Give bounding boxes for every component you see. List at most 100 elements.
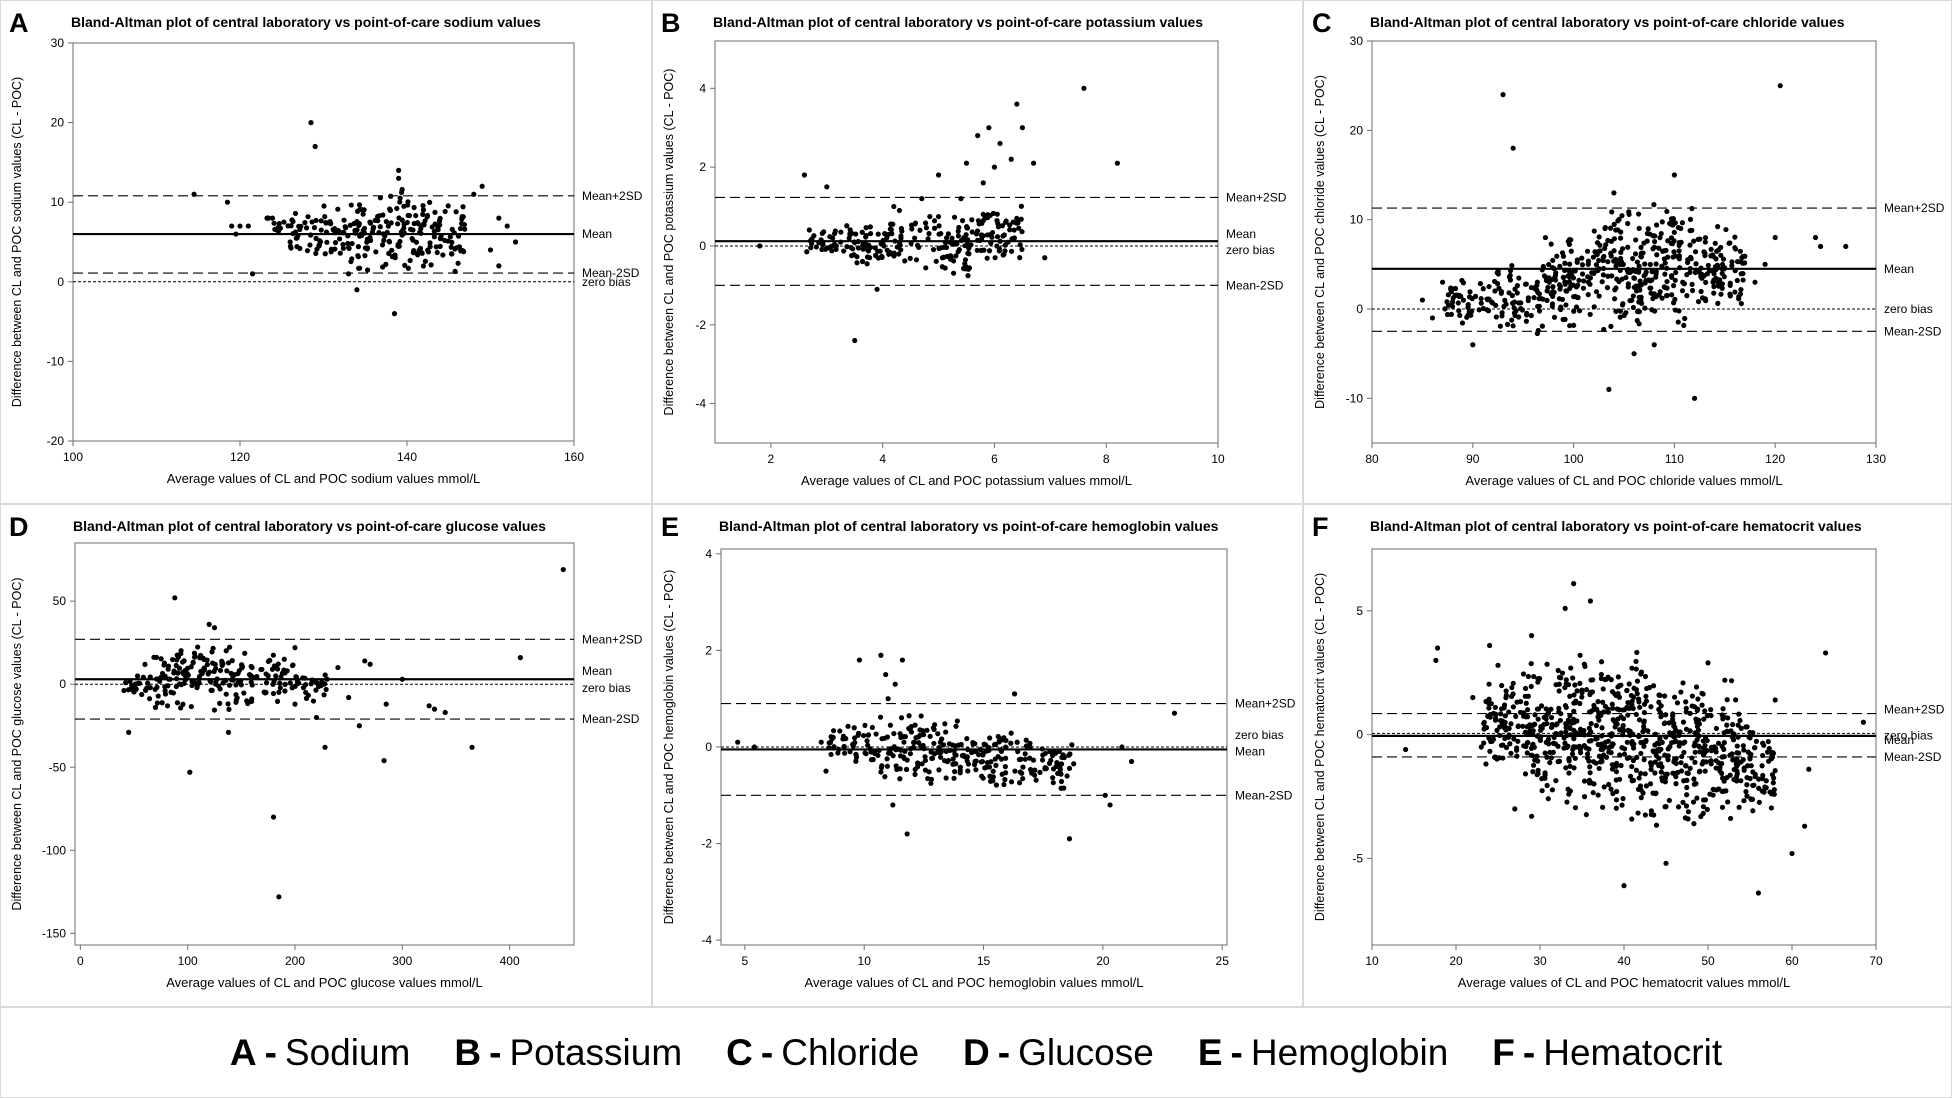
data-point — [1535, 706, 1541, 712]
data-point — [1558, 304, 1564, 310]
data-point — [1723, 788, 1729, 794]
legend-letter: C — [726, 1031, 753, 1073]
data-point — [819, 246, 825, 253]
data-point — [1573, 304, 1580, 310]
data-point — [1720, 256, 1727, 262]
legend-separator: - — [489, 1031, 502, 1073]
data-point — [159, 670, 166, 677]
data-point — [287, 680, 293, 686]
data-point — [1768, 756, 1775, 762]
data-point — [187, 769, 193, 775]
data-point — [1609, 689, 1616, 695]
data-point — [1600, 804, 1606, 810]
data-point — [1003, 755, 1009, 761]
data-point — [201, 666, 207, 672]
data-point — [1684, 777, 1690, 783]
data-point — [1619, 213, 1625, 219]
data-point — [1591, 228, 1597, 234]
data-point — [200, 655, 206, 661]
data-point — [196, 680, 202, 686]
data-point — [322, 672, 328, 678]
data-point — [1759, 776, 1766, 782]
x-axis-label: Average values of CL and POC hemoglobin … — [805, 975, 1144, 990]
data-point — [1651, 238, 1658, 245]
panel-a: A Bland-Altman plot of central laboratory… — [0, 0, 652, 504]
data-point — [125, 687, 132, 693]
data-point — [1620, 723, 1626, 729]
data-point — [1455, 300, 1461, 306]
data-point — [487, 247, 494, 253]
legend-separator: - — [1522, 1031, 1536, 1073]
plot-frame — [72, 42, 575, 442]
data-point — [1691, 776, 1697, 782]
data-point — [1545, 710, 1552, 716]
data-point — [1452, 285, 1459, 292]
y-tick-label: 20 — [1350, 123, 1364, 137]
data-point — [1694, 795, 1700, 801]
data-point — [1548, 706, 1554, 712]
data-point — [369, 229, 376, 235]
data-point — [1641, 724, 1647, 730]
data-point — [1777, 83, 1783, 89]
data-point — [413, 239, 420, 245]
data-point — [248, 698, 255, 705]
data-point — [936, 245, 942, 251]
data-point — [349, 256, 355, 262]
data-point — [1641, 718, 1647, 724]
data-point — [1503, 692, 1509, 698]
data-point — [950, 270, 957, 276]
data-point — [287, 239, 293, 245]
y-tick-label: 0 — [1356, 302, 1363, 316]
data-point — [1494, 727, 1500, 733]
data-point — [422, 258, 429, 264]
data-point — [1743, 789, 1749, 795]
data-point — [1633, 711, 1639, 718]
data-point — [1627, 728, 1633, 734]
data-point — [174, 676, 180, 682]
data-point — [387, 206, 393, 212]
data-point — [1638, 770, 1644, 777]
data-point — [1002, 764, 1008, 770]
data-point — [1683, 699, 1689, 705]
data-point — [1664, 278, 1670, 285]
data-point — [1620, 732, 1626, 738]
data-point — [885, 231, 891, 238]
data-point — [983, 748, 989, 754]
data-point — [942, 265, 948, 271]
data-point — [872, 245, 878, 251]
data-point — [1609, 731, 1615, 737]
data-point — [936, 750, 943, 756]
data-point — [1514, 745, 1520, 751]
data-point — [1606, 386, 1612, 392]
data-point — [1806, 766, 1812, 772]
data-point — [903, 766, 910, 773]
data-point — [1433, 657, 1439, 663]
data-point — [898, 235, 904, 241]
y-tick-label: 0 — [1356, 728, 1363, 742]
data-point — [886, 746, 893, 752]
data-point — [1699, 702, 1705, 708]
data-point — [1617, 267, 1623, 274]
data-point — [161, 660, 168, 666]
data-point — [1641, 743, 1647, 750]
data-point — [271, 678, 277, 684]
data-point — [1525, 693, 1531, 699]
data-point — [1600, 272, 1607, 278]
data-point — [1599, 725, 1605, 731]
data-point — [425, 249, 432, 255]
data-point — [1492, 704, 1498, 711]
ref-line-label: Mean — [1226, 227, 1256, 241]
data-point — [892, 681, 898, 687]
data-point — [340, 241, 346, 248]
data-point — [1023, 737, 1029, 743]
data-point — [1694, 707, 1700, 714]
data-point — [1772, 697, 1778, 703]
data-point — [1572, 293, 1578, 300]
legend-name: Chloride — [781, 1031, 920, 1073]
data-point — [1641, 757, 1647, 763]
data-point — [851, 252, 857, 258]
data-point — [1582, 794, 1588, 800]
data-point — [1626, 211, 1632, 217]
y-tick-label: 30 — [1350, 34, 1364, 48]
data-point — [1071, 761, 1077, 767]
